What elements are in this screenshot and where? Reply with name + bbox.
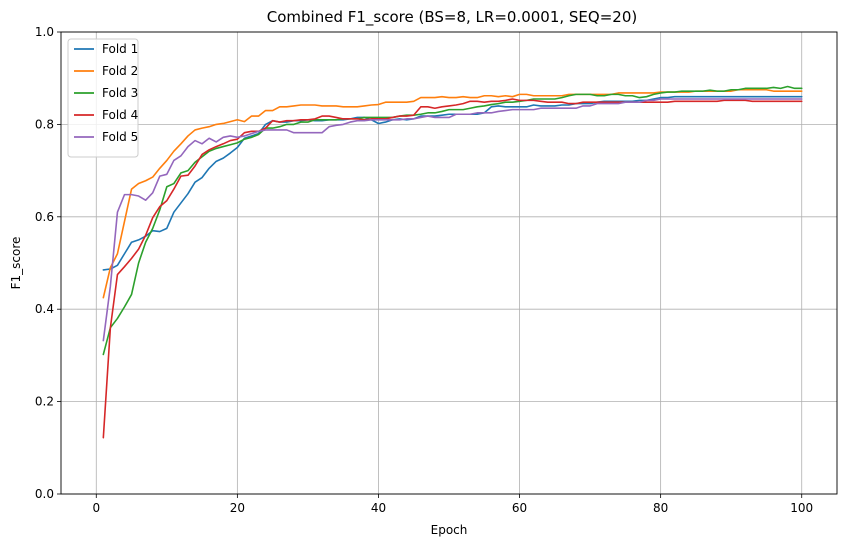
y-tick-label: 0.2	[35, 395, 54, 409]
plot-frame	[60, 31, 838, 495]
x-tick-label: 100	[790, 501, 813, 515]
y-axis-ticks: 0.0 0.2 0.4 0.6 0.8 1.0	[35, 25, 61, 501]
legend-label-fold-3: Fold 3	[102, 86, 138, 100]
series-line-fold-1	[102, 95, 803, 271]
y-tick-label: 0.4	[35, 302, 54, 316]
y-tick-label: 0.8	[35, 117, 54, 131]
x-tick-label: 40	[371, 501, 386, 515]
series-line-fold-3	[102, 85, 803, 356]
x-tick-label: 60	[512, 501, 527, 515]
legend-label-fold-4: Fold 4	[102, 108, 138, 122]
chart-title: Combined F1_score (BS=8, LR=0.0001, SEQ=…	[267, 8, 637, 27]
y-tick-label: 0.0	[35, 487, 54, 501]
y-tick-label: 0.6	[35, 210, 54, 224]
x-axis-label: Epoch	[431, 523, 468, 537]
series-lines	[102, 85, 803, 439]
y-axis-label: F1_score	[9, 237, 23, 290]
x-tick-label: 20	[230, 501, 245, 515]
legend-label-fold-1: Fold 1	[102, 42, 138, 56]
y-tick-label: 1.0	[35, 25, 54, 39]
x-tick-label: 0	[92, 501, 100, 515]
x-axis-ticks: 0 20 40 60 80 100	[92, 494, 813, 515]
legend-box	[67, 38, 139, 158]
legend: Fold 1 Fold 2 Fold 3 Fold 4 Fold 5	[67, 38, 139, 158]
x-tick-label: 80	[653, 501, 668, 515]
series-line-fold-5	[102, 98, 803, 342]
series-line-fold-4	[102, 98, 803, 439]
legend-label-fold-2: Fold 2	[102, 64, 138, 78]
series-line-fold-2	[102, 88, 803, 299]
legend-label-fold-5: Fold 5	[102, 130, 138, 144]
